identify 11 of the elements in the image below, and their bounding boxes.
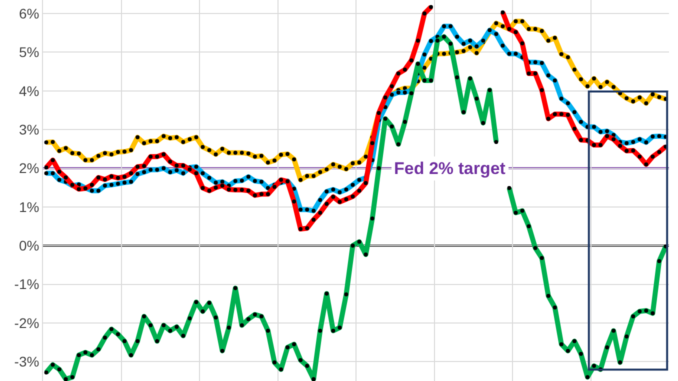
y-tick-label: 1% bbox=[18, 198, 40, 215]
y-tick-label: 6% bbox=[18, 5, 40, 22]
y-tick-label: 4% bbox=[18, 82, 40, 99]
y-tick-label: 0% bbox=[18, 238, 40, 254]
y-tick-label: -2% bbox=[14, 314, 40, 331]
y-tick-label: -3% bbox=[14, 354, 40, 370]
y-tick-label: -1% bbox=[14, 276, 40, 292]
y-tick-label: 3% bbox=[18, 121, 40, 138]
y-tick-label: 2% bbox=[18, 160, 40, 176]
y-tick-label: 5% bbox=[18, 44, 40, 60]
ref-line-label: Fed 2% target bbox=[394, 159, 506, 178]
